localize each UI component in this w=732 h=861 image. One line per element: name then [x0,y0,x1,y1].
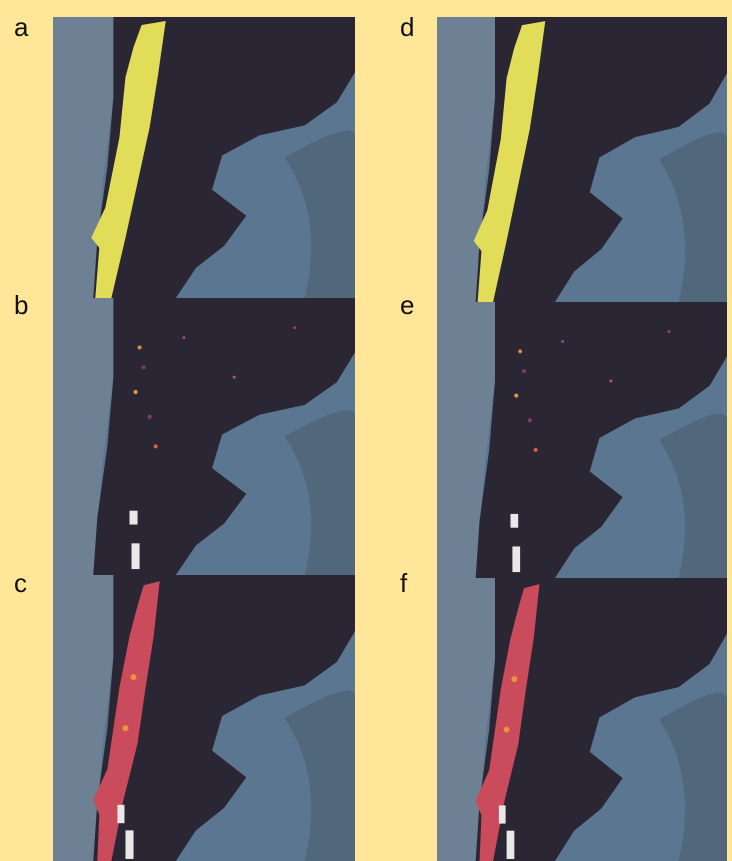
map-panel [437,302,727,578]
map-panel [437,17,727,302]
map-panel [437,578,727,861]
panel-label: b [14,290,28,321]
panel-label: e [400,290,414,321]
panel-label: a [14,12,28,43]
panel-label: f [400,568,407,599]
panel-label: c [14,568,27,599]
figure: a b c d e f [0,0,732,861]
panel-label: d [400,12,414,43]
map-panel [53,298,355,575]
map-panel [53,17,355,298]
map-panel [53,575,355,861]
